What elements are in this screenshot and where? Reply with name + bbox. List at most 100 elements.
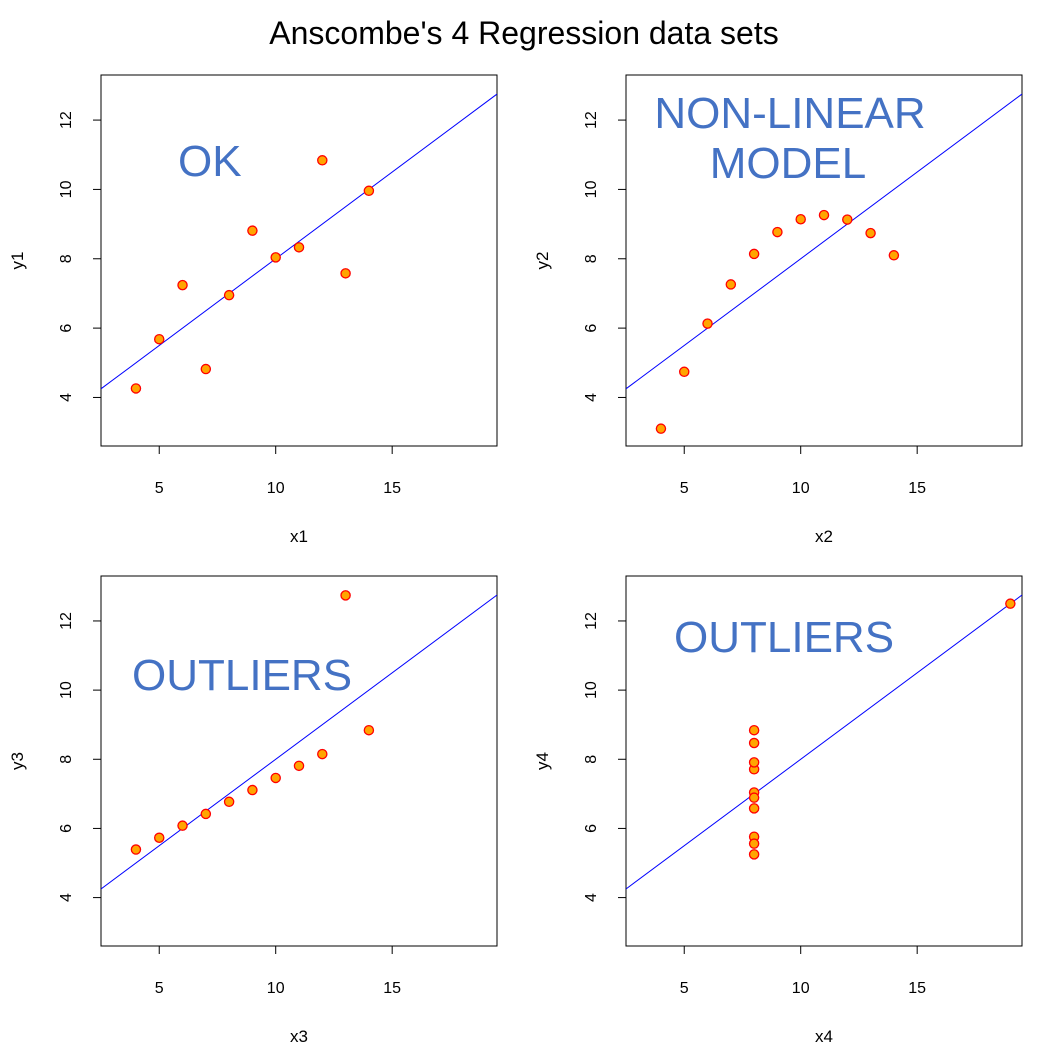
panel-4-frame — [625, 575, 1023, 947]
y-tick-label: 4 — [583, 393, 600, 402]
data-point — [317, 748, 328, 760]
x-axis-title: x1 — [290, 527, 308, 546]
data-point — [270, 772, 281, 784]
x-tick-label: 15 — [908, 980, 926, 997]
annotation-label: MODEL — [710, 139, 866, 188]
data-point — [363, 724, 375, 736]
data-point — [153, 832, 165, 844]
annotation-label: OK — [178, 137, 242, 186]
data-point — [223, 289, 235, 301]
y-tick-label: 6 — [583, 824, 600, 833]
y-axis-title: y2 — [533, 252, 552, 270]
x-tick-label: 10 — [792, 480, 810, 497]
data-point — [153, 333, 165, 345]
y-tick-label: 4 — [58, 893, 75, 902]
panel-1-frame — [100, 74, 498, 447]
x-tick-label: 10 — [267, 480, 285, 497]
figure-title: Anscombe's 4 Regression data sets — [269, 15, 778, 51]
data-point — [340, 268, 351, 279]
data-point — [655, 423, 667, 434]
data-point — [293, 760, 305, 772]
x-tick-label: 5 — [155, 980, 164, 997]
y-tick-label: 8 — [583, 254, 600, 263]
y-tick-label: 8 — [58, 755, 75, 764]
data-point — [247, 225, 258, 236]
data-point — [270, 252, 281, 263]
y-tick-label: 10 — [583, 180, 600, 198]
data-point — [772, 226, 783, 238]
x-axis-title: x4 — [815, 1027, 833, 1046]
y-tick-label: 10 — [58, 681, 75, 699]
data-point — [678, 366, 690, 378]
y-tick-label: 12 — [583, 111, 600, 129]
x-tick-label: 15 — [383, 980, 401, 997]
panel-3: 5 10 15 4 6 8 10 12 x3 y3 OUTLIERS — [8, 575, 498, 1046]
y-tick-label: 12 — [58, 612, 75, 630]
y-tick-label: 8 — [583, 755, 600, 764]
x-axis-title: x3 — [290, 1027, 308, 1046]
annotation-label: NON-LINEAR — [654, 89, 925, 138]
x-tick-label: 10 — [792, 980, 810, 997]
data-point — [842, 214, 853, 225]
data-point — [888, 250, 900, 261]
data-point — [223, 796, 235, 808]
data-point — [1005, 598, 1016, 609]
data-point — [748, 792, 760, 803]
x-tick-label: 5 — [680, 980, 689, 997]
x-tick-label: 5 — [680, 480, 689, 497]
data-point — [748, 757, 760, 768]
panel-1: 5 10 15 4 6 8 10 12 x1 y1 OK — [8, 74, 498, 546]
y-tick-label: 6 — [58, 324, 75, 333]
y-tick-label: 6 — [583, 324, 600, 333]
data-point — [363, 185, 375, 197]
regression-line — [101, 594, 497, 890]
x-axis-title: x2 — [815, 527, 833, 546]
data-point — [200, 808, 212, 820]
regression-line — [626, 594, 1022, 890]
y-tick-label: 8 — [58, 254, 75, 263]
data-point — [748, 838, 760, 849]
y-axis-title: y1 — [8, 252, 27, 270]
data-point — [177, 279, 188, 291]
data-point — [865, 227, 876, 239]
x-tick-label: 5 — [155, 480, 164, 497]
y-tick-label: 4 — [58, 393, 75, 402]
regression-line — [626, 93, 1022, 390]
data-point — [748, 724, 760, 736]
data-point — [293, 242, 305, 253]
data-point — [748, 248, 760, 260]
y-tick-label: 10 — [58, 180, 75, 198]
annotation-label: OUTLIERS — [132, 651, 352, 700]
data-point — [748, 849, 760, 860]
y-tick-label: 10 — [583, 681, 600, 699]
data-point — [748, 803, 760, 814]
data-point — [177, 820, 188, 831]
y-tick-label: 4 — [583, 893, 600, 902]
data-point — [340, 590, 351, 601]
y-axis-title: y3 — [8, 752, 27, 770]
annotation-label: OUTLIERS — [674, 613, 894, 662]
y-axis-title: y4 — [533, 752, 552, 770]
data-point — [200, 363, 212, 375]
data-point — [702, 318, 713, 329]
regression-line — [101, 93, 497, 390]
data-point — [130, 383, 142, 394]
x-tick-label: 15 — [908, 480, 926, 497]
data-point — [748, 737, 760, 749]
y-tick-label: 6 — [58, 824, 75, 833]
data-point — [317, 155, 328, 166]
panel-3-frame — [100, 575, 498, 947]
y-tick-label: 12 — [58, 111, 75, 129]
data-point — [725, 279, 737, 290]
y-tick-label: 12 — [583, 612, 600, 630]
x-tick-label: 15 — [383, 480, 401, 497]
x-tick-label: 10 — [267, 980, 285, 997]
data-point — [818, 209, 830, 221]
data-point — [247, 784, 258, 796]
panel-2-frame — [625, 74, 1023, 447]
panel-4: 5 10 15 4 6 8 10 12 x4 y4 OUTLIERS — [533, 575, 1023, 1046]
data-point — [795, 213, 806, 225]
data-point — [130, 844, 142, 855]
